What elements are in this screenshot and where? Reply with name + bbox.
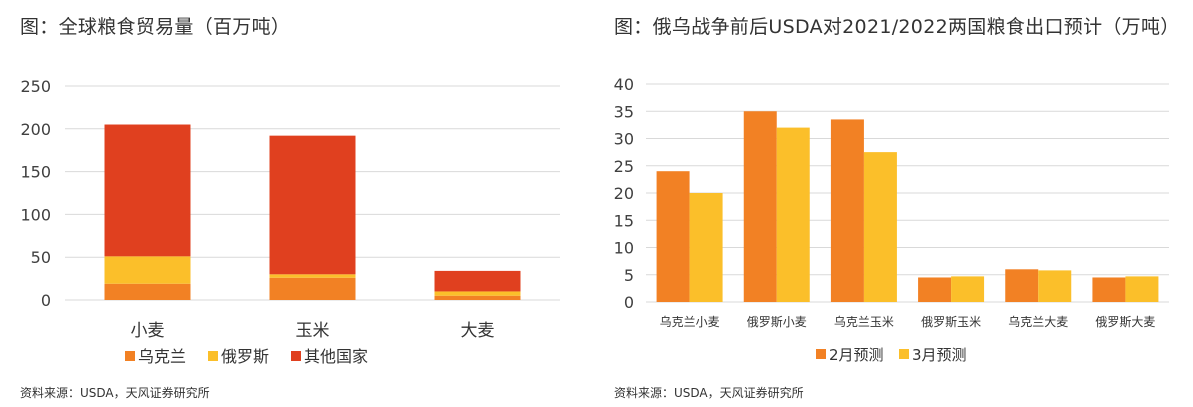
legend-swatch <box>291 351 301 361</box>
y-tick-label: 40 <box>614 75 634 94</box>
chart-title-left: 图：全球粮食贸易量（百万吨） <box>20 16 291 38</box>
x-category-label: 小麦 <box>131 321 165 341</box>
bar <box>656 171 690 302</box>
chart-title-right: 图：俄乌战争前后USDA对2021/2022两国粮食出口预计（万吨） <box>614 16 1180 38</box>
bar-segment <box>104 256 191 284</box>
source-note-right: 资料来源：USDA，天风证券研究所 <box>614 386 804 400</box>
legend-label: 2月预测 <box>829 346 884 364</box>
bar <box>1038 270 1072 302</box>
bar-segment <box>269 274 356 278</box>
legend-swatch <box>125 351 135 361</box>
bar-segment <box>434 291 521 296</box>
legend-swatch <box>899 349 909 359</box>
legend-label: 3月预测 <box>912 346 967 364</box>
y-tick-label: 50 <box>31 248 51 267</box>
y-tick-label: 30 <box>614 130 634 149</box>
bar <box>1092 277 1126 302</box>
grouped-bar-chart: 0 5 10 15 20 25 30 35 40 乌克兰小麦 俄罗斯小麦 乌克兰玉米 俄罗斯玉米 乌克兰大… <box>614 75 1169 364</box>
y-tick-label: 10 <box>614 239 634 258</box>
y-tick-label: 20 <box>614 184 634 203</box>
bar <box>689 193 723 302</box>
legend-swatch <box>208 351 218 361</box>
legend-swatch <box>816 349 826 359</box>
x-category-label: 玉米 <box>296 321 330 341</box>
bar <box>951 276 985 302</box>
y-tick-label: 25 <box>614 157 634 176</box>
bar <box>830 119 864 302</box>
legend-label: 乌克兰 <box>138 347 186 366</box>
y-tick-label: 0 <box>624 293 634 312</box>
y-tick-label: 15 <box>614 211 634 230</box>
x-category-label: 大麦 <box>461 321 495 341</box>
x-category-label: 俄罗斯小麦 <box>747 315 807 329</box>
bar-segment <box>104 283 191 300</box>
bar <box>743 111 777 302</box>
y-tick-label: 150 <box>20 163 51 182</box>
bar-segment <box>104 124 191 257</box>
y-tick-label: 200 <box>20 120 51 139</box>
left-panel: 图：全球粮食贸易量（百万吨） 0 50 100 150 200 250 小麦 玉米 大麦乌克兰 俄… <box>0 0 596 407</box>
y-tick-label: 35 <box>614 102 634 121</box>
y-tick-label: 250 <box>20 77 51 96</box>
x-category-label: 乌克兰小麦 <box>660 314 720 329</box>
bar <box>1125 276 1159 302</box>
legend-label: 其他国家 <box>304 347 368 366</box>
bar <box>918 277 952 302</box>
x-category-label: 乌克兰大麦 <box>1008 314 1068 329</box>
y-tick-label: 5 <box>624 266 634 285</box>
y-tick-label: 100 <box>20 205 51 224</box>
legend-label: 俄罗斯 <box>221 347 269 366</box>
bar <box>1005 269 1039 302</box>
bar-segment <box>434 270 521 292</box>
bar <box>776 127 810 302</box>
bar-segment <box>434 295 521 300</box>
source-note-left: 资料来源：USDA，天风证券研究所 <box>20 386 210 400</box>
right-panel: 图：俄乌战争前后USDA对2021/2022两国粮食出口预计（万吨） 0 5 10 1… <box>597 0 1193 407</box>
bar <box>863 152 897 302</box>
bar-segment <box>269 277 356 300</box>
x-category-label: 俄罗斯大麦 <box>1095 315 1155 329</box>
x-category-label: 俄罗斯玉米 <box>921 315 981 329</box>
bar-segment <box>269 135 356 275</box>
y-tick-label: 0 <box>41 291 51 310</box>
x-category-label: 乌克兰玉米 <box>834 314 894 329</box>
